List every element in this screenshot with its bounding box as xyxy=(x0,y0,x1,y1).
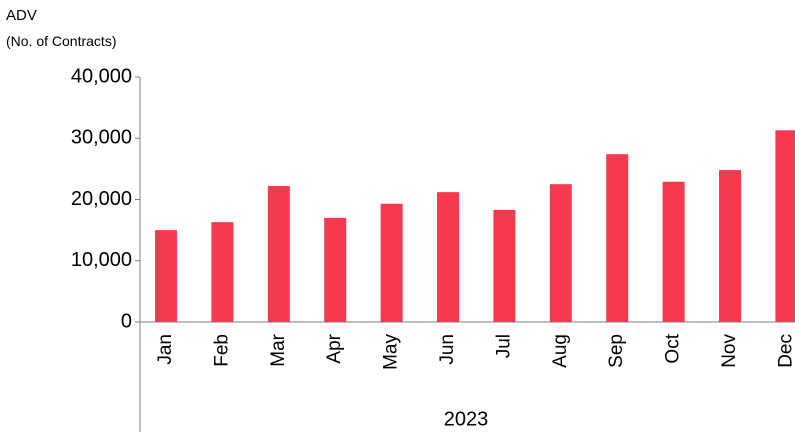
bar xyxy=(549,184,572,322)
chart-subtitle: (No. of Contracts) xyxy=(6,33,116,49)
x-tick-label: Sep xyxy=(606,334,627,368)
y-tick-label: 10,000 xyxy=(71,249,132,271)
x-tick-label: Oct xyxy=(663,333,684,363)
y-tick-label: 30,000 xyxy=(71,127,132,149)
bar xyxy=(606,154,629,322)
y-tick-label: 40,000 xyxy=(71,65,132,87)
x-tick-label: Feb xyxy=(211,334,232,367)
x-tick-label: Dec xyxy=(775,334,795,368)
x-group-label: 2023 xyxy=(444,408,489,430)
bar xyxy=(662,181,685,322)
bar xyxy=(775,130,795,322)
x-tick-label: Jan xyxy=(155,334,176,365)
bar xyxy=(493,209,516,322)
bar xyxy=(719,170,741,322)
bar xyxy=(437,192,459,322)
chart-title: ADV xyxy=(6,7,37,24)
bar xyxy=(324,217,347,322)
x-tick-label: May xyxy=(381,334,402,370)
bar xyxy=(267,186,290,322)
bar xyxy=(155,230,177,322)
y-tick-label: 0 xyxy=(121,310,132,332)
x-tick-label: Apr xyxy=(324,333,345,363)
y-tick-label: 20,000 xyxy=(71,188,132,210)
x-tick-label: Mar xyxy=(268,333,289,366)
bar xyxy=(380,203,403,322)
x-tick-label: Jul xyxy=(493,334,514,358)
x-tick-label: Jun xyxy=(437,334,458,365)
x-tick-label: Nov xyxy=(719,334,740,368)
bar xyxy=(211,222,234,322)
x-tick-label: Aug xyxy=(550,334,571,368)
